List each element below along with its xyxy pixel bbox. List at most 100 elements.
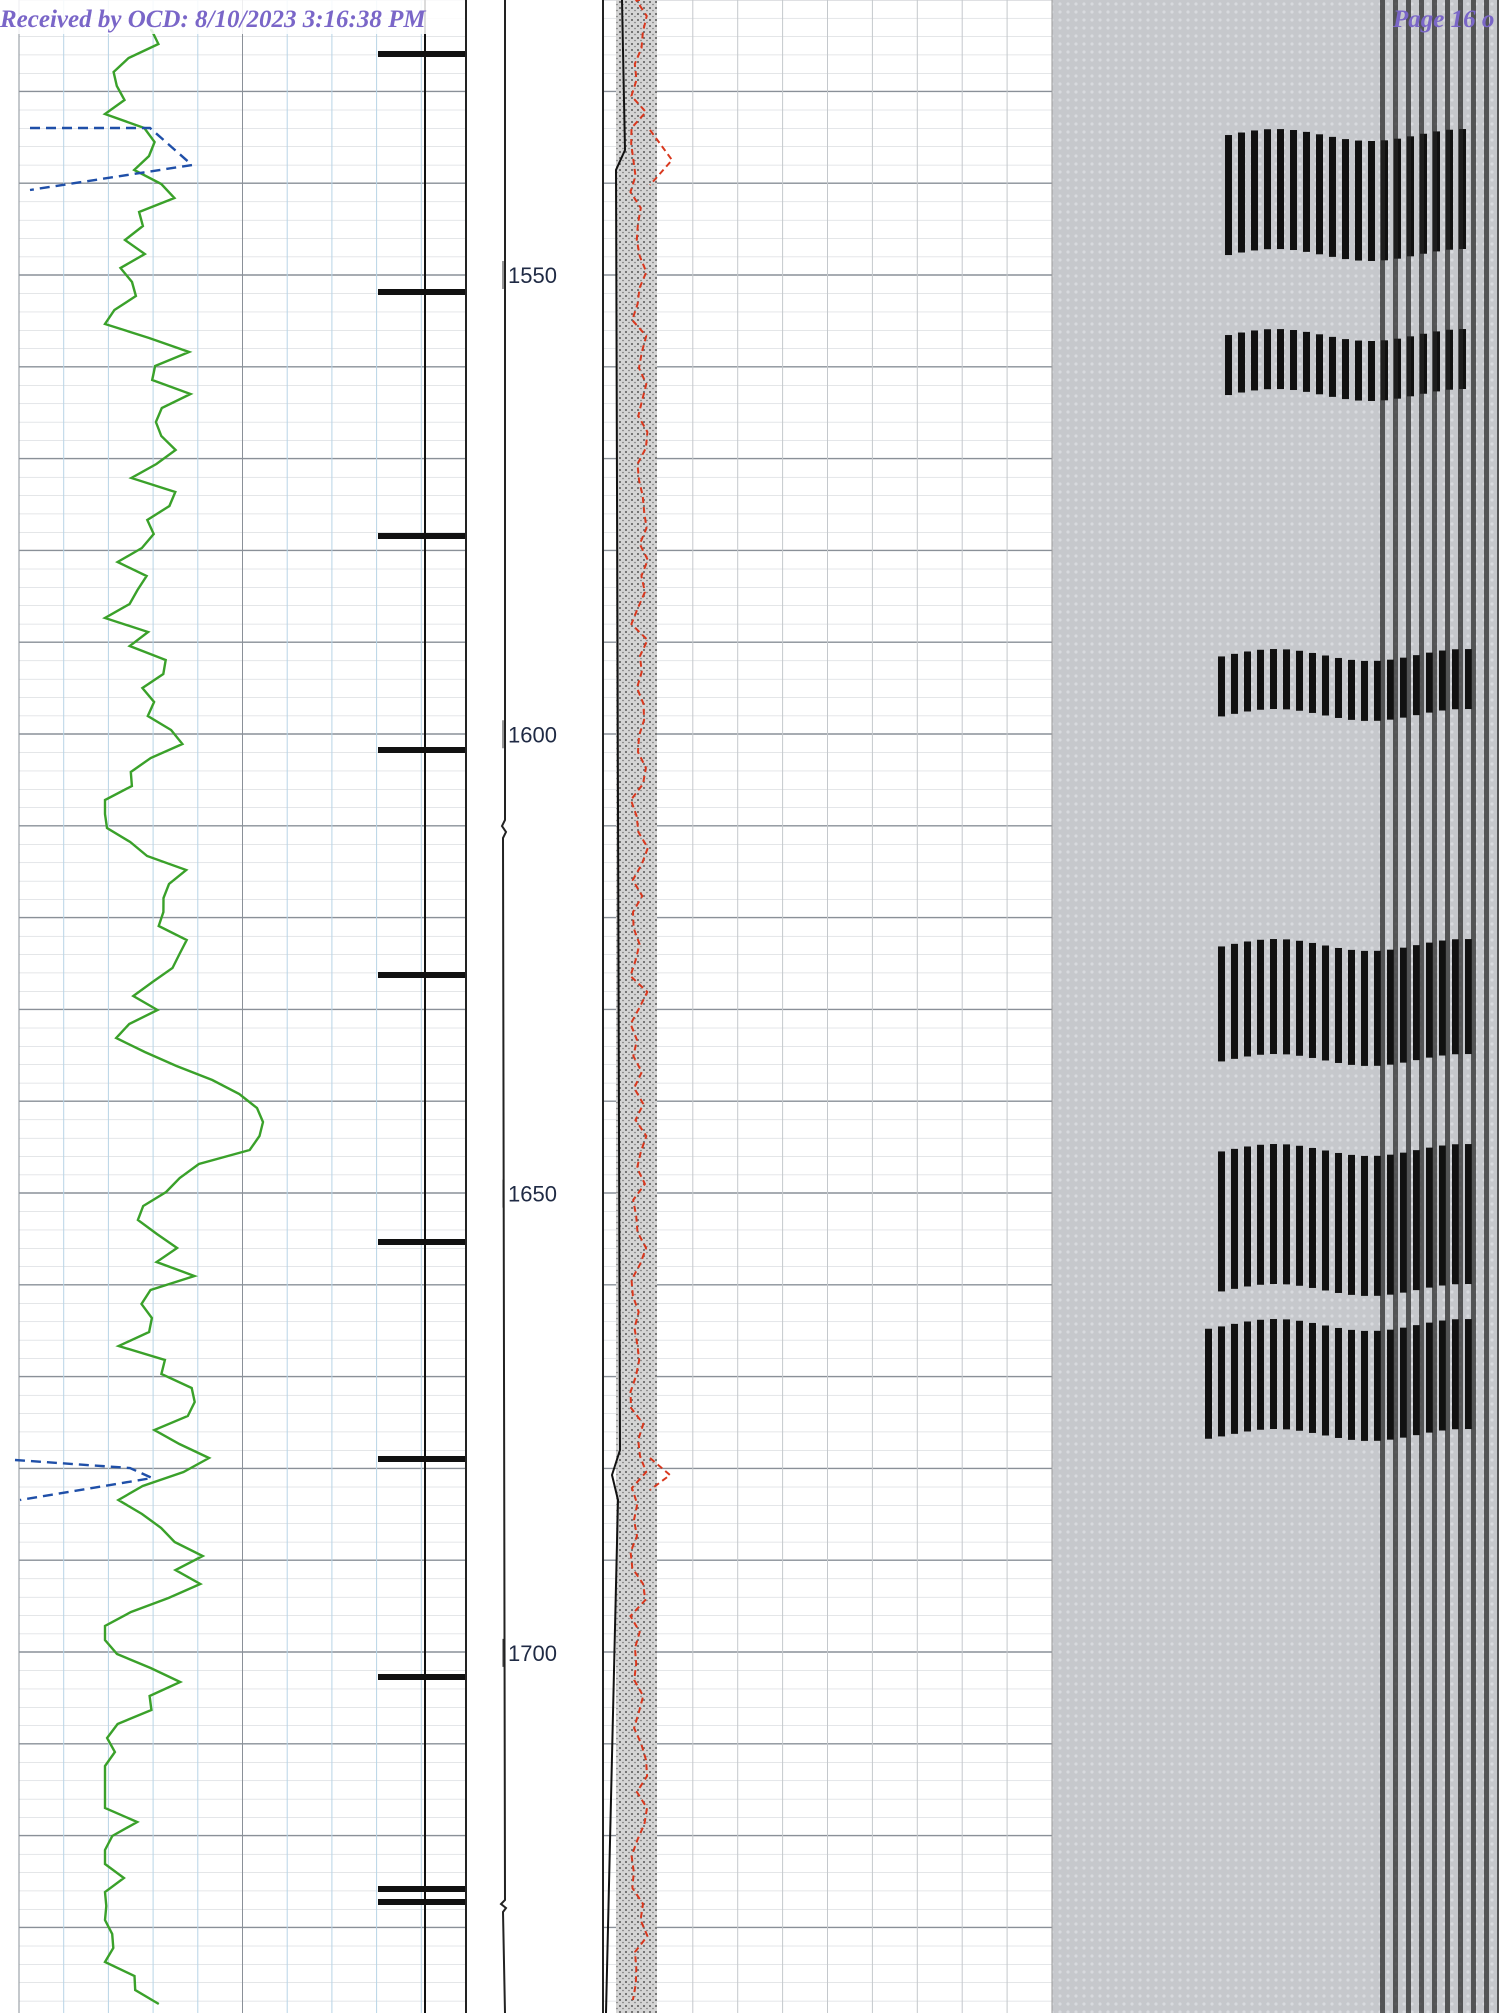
vdl-stripe: [1283, 939, 1290, 1055]
vdl-stripe: [1329, 136, 1336, 257]
vdl-stripe: [1309, 652, 1316, 713]
vdl-stripe: [1231, 653, 1238, 714]
vdl-stripe: [1406, 0, 1411, 2013]
vdl-stripe: [1368, 140, 1375, 261]
vdl-stripe: [1432, 0, 1437, 2013]
depth-wiggle: [499, 0, 508, 2013]
vdl-stripe: [1296, 940, 1303, 1056]
vdl-stripe: [1335, 1152, 1342, 1293]
vdl-stripe: [1355, 140, 1362, 261]
vdl-stripe: [1218, 656, 1225, 717]
vdl-stripe: [1277, 329, 1284, 390]
vdl-stripe: [1335, 947, 1342, 1063]
vdl-stripe: [1231, 1323, 1238, 1434]
vdl-stripe: [1426, 1147, 1433, 1288]
vdl-stripe: [1277, 129, 1284, 250]
vdl-stripe: [1400, 1327, 1407, 1438]
vdl-stripe: [1374, 1155, 1381, 1296]
vdl-stripe: [1445, 0, 1450, 2013]
vdl-stripe: [1296, 1320, 1303, 1431]
depth-label: 1650: [508, 1182, 557, 1207]
vdl-stripe: [1439, 1320, 1446, 1431]
vdl-stripe: [1393, 0, 1398, 2013]
red-dashed-curve: [649, 129, 674, 186]
vdl-stripe: [1218, 1151, 1225, 1292]
vdl-stripe: [1400, 947, 1407, 1063]
vdl-stripe: [1225, 135, 1232, 256]
vdl-stripe: [1309, 1147, 1316, 1288]
vdl-stripe: [1452, 649, 1459, 710]
vdl-stripe: [1225, 335, 1232, 396]
vdl-stripe: [1322, 655, 1329, 716]
vdl-stripe: [1361, 1330, 1368, 1441]
vdl-stripe: [1335, 1327, 1342, 1438]
vdl-stripe: [1316, 334, 1323, 395]
vdl-stripe: [1348, 659, 1355, 720]
vdl-stripe: [1452, 1319, 1459, 1430]
vdl-stripe: [1244, 1146, 1251, 1287]
vdl-stripe: [1400, 1152, 1407, 1293]
vdl-stripe: [1348, 949, 1355, 1065]
vdl-stripe: [1374, 1330, 1381, 1441]
vdl-stripe: [1322, 945, 1329, 1061]
vdl-stripe: [1264, 129, 1271, 250]
vdl-stripe: [1238, 332, 1245, 393]
green-curve: [102, 28, 265, 2006]
curves: [14, 0, 674, 2013]
vdl-stripe: [1309, 942, 1316, 1058]
vdl-stripe: [1244, 1321, 1251, 1432]
vdl-stripe: [1361, 950, 1368, 1066]
vdl-stripe: [1283, 649, 1290, 710]
blue-dashed-curve: [14, 1458, 157, 1502]
vdl-stripe: [1218, 946, 1225, 1062]
vdl-stripe: [1257, 939, 1264, 1055]
vdl-stripe: [1439, 1145, 1446, 1286]
vdl-stripe: [1413, 1150, 1420, 1291]
vdl-stripe: [1290, 330, 1297, 391]
vdl-stripe: [1296, 650, 1303, 711]
vdl-stripe: [1465, 1144, 1472, 1285]
vdl-stripe: [1439, 940, 1446, 1056]
vdl-stripe: [1270, 1144, 1277, 1285]
red-dashed-curve: [649, 1457, 672, 1491]
vdl-stripe: [1426, 942, 1433, 1058]
cement-strip: [616, 0, 657, 2013]
received-stamp: Received by OCD: 8/10/2023 3:16:38 PM: [0, 6, 426, 33]
blue-dashed-curve: [29, 126, 195, 192]
depth-label: 1700: [508, 1641, 557, 1666]
vdl-stripe: [1497, 0, 1499, 2013]
vdl-stripe: [1387, 1154, 1394, 1295]
vdl-stripe: [1465, 1319, 1472, 1430]
vdl-stripe: [1439, 650, 1446, 711]
vdl-stripe: [1419, 0, 1424, 2013]
vdl-stripe: [1452, 1144, 1459, 1285]
vdl-stripe: [1426, 652, 1433, 713]
vdl-stripe: [1471, 0, 1476, 2013]
vdl-stripe: [1296, 1145, 1303, 1286]
vdl-stripe: [1348, 1154, 1355, 1295]
header-bg: [0, 0, 465, 34]
vdl-stripe: [1231, 943, 1238, 1059]
vdl-stripe: [1374, 660, 1381, 721]
vdl-stripe: [1251, 130, 1258, 251]
casing-line: [605, 0, 627, 2013]
vdl-stripe: [1465, 649, 1472, 710]
vdl-stripe: [1484, 0, 1489, 2013]
vdl-stripe: [1361, 1155, 1368, 1296]
vdl-stripe: [1380, 0, 1385, 2013]
vdl-stripe: [1257, 1144, 1264, 1285]
vdl-stripe: [1244, 941, 1251, 1057]
vdl-stripe: [1387, 1329, 1394, 1440]
red-dashed-curve: [629, 0, 649, 2001]
vdl-stripe: [1270, 649, 1277, 710]
vdl-stripe: [1465, 939, 1472, 1055]
depth-ticks: [378, 51, 465, 1905]
vdl-stripe: [1452, 939, 1459, 1055]
grid: [18, 0, 1053, 2013]
vdl-stripe: [1413, 655, 1420, 716]
vdl-stripe: [1218, 1326, 1225, 1437]
vdl-stripe: [1231, 1148, 1238, 1289]
vdl-stripe: [1316, 134, 1323, 255]
vdl-stripe: [1387, 659, 1394, 720]
